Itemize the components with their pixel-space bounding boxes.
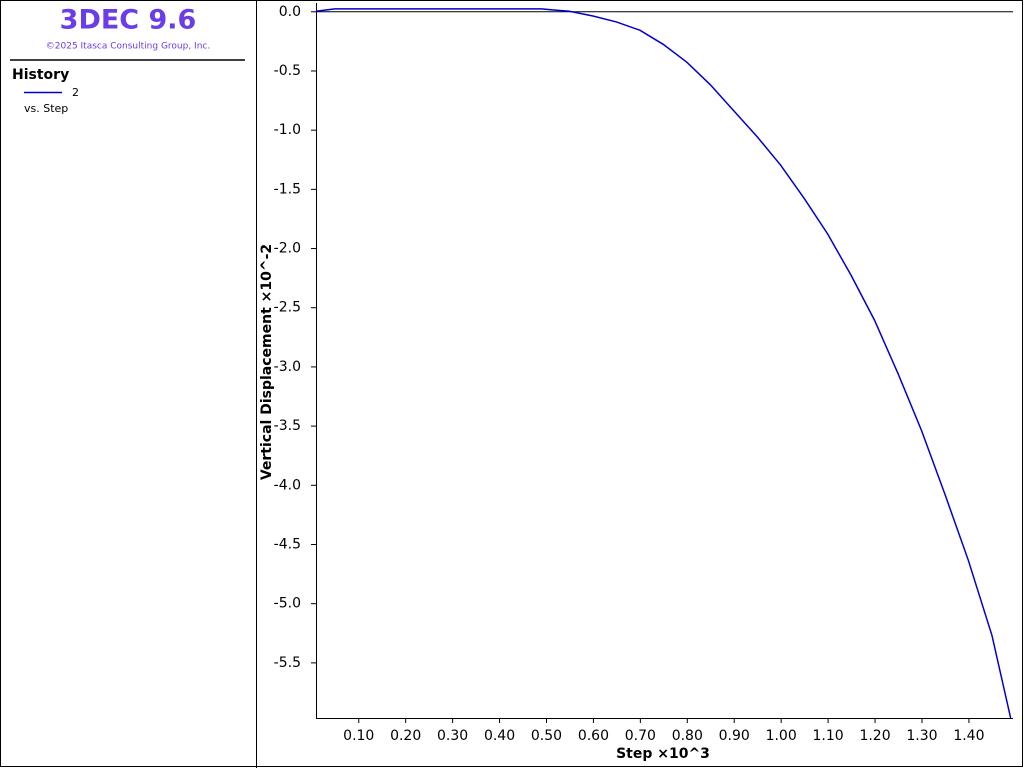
panel-heading: History — [12, 67, 69, 83]
data-line — [315, 8, 1012, 719]
x-tick-label: 0.80 — [672, 728, 703, 744]
y-axis-label: Vertical Displacement ×10^-2 — [259, 244, 275, 480]
x-tick-label: 0.30 — [437, 728, 468, 744]
y-tick-label: -3.0 — [274, 359, 301, 375]
x-tick-label: 0.90 — [719, 728, 750, 744]
x-tick-label: 1.00 — [766, 728, 797, 744]
x-tick-label: 0.70 — [625, 728, 656, 744]
y-tick-label: -0.5 — [274, 63, 301, 79]
y-tick-label: -4.0 — [274, 477, 301, 493]
legend-label: 2 — [72, 86, 79, 99]
copyright: ©2025 Itasca Consulting Group, Inc. — [46, 42, 210, 52]
x-tick-label: 1.20 — [859, 728, 890, 744]
y-tick-label: -5.5 — [274, 655, 301, 671]
x-tick-label: 0.20 — [390, 728, 421, 744]
y-tick-label: 0.0 — [279, 4, 301, 20]
x-tick-label: 0.10 — [343, 728, 374, 744]
y-tick-label: -1.0 — [274, 122, 301, 138]
y-tick-label: -2.5 — [274, 300, 301, 316]
y-tick-label: -4.5 — [274, 536, 301, 552]
y-tick-label: -3.5 — [274, 418, 301, 434]
x-tick-label: 0.40 — [484, 728, 515, 744]
y-tick-label: -1.5 — [274, 181, 301, 197]
x-tick-label: 0.50 — [531, 728, 562, 744]
y-tick-label: -5.0 — [274, 596, 301, 612]
y-tick-label: -2.0 — [274, 241, 301, 257]
x-tick-label: 1.10 — [813, 728, 844, 744]
x-tick-label: 1.40 — [953, 728, 984, 744]
x-axis-label: Step ×10^3 — [616, 746, 710, 762]
x-tick-label: 1.30 — [906, 728, 937, 744]
app-title: 3DEC 9.6 — [60, 5, 197, 36]
x-tick-label: 0.60 — [578, 728, 609, 744]
legend-note: vs. Step — [24, 102, 68, 115]
